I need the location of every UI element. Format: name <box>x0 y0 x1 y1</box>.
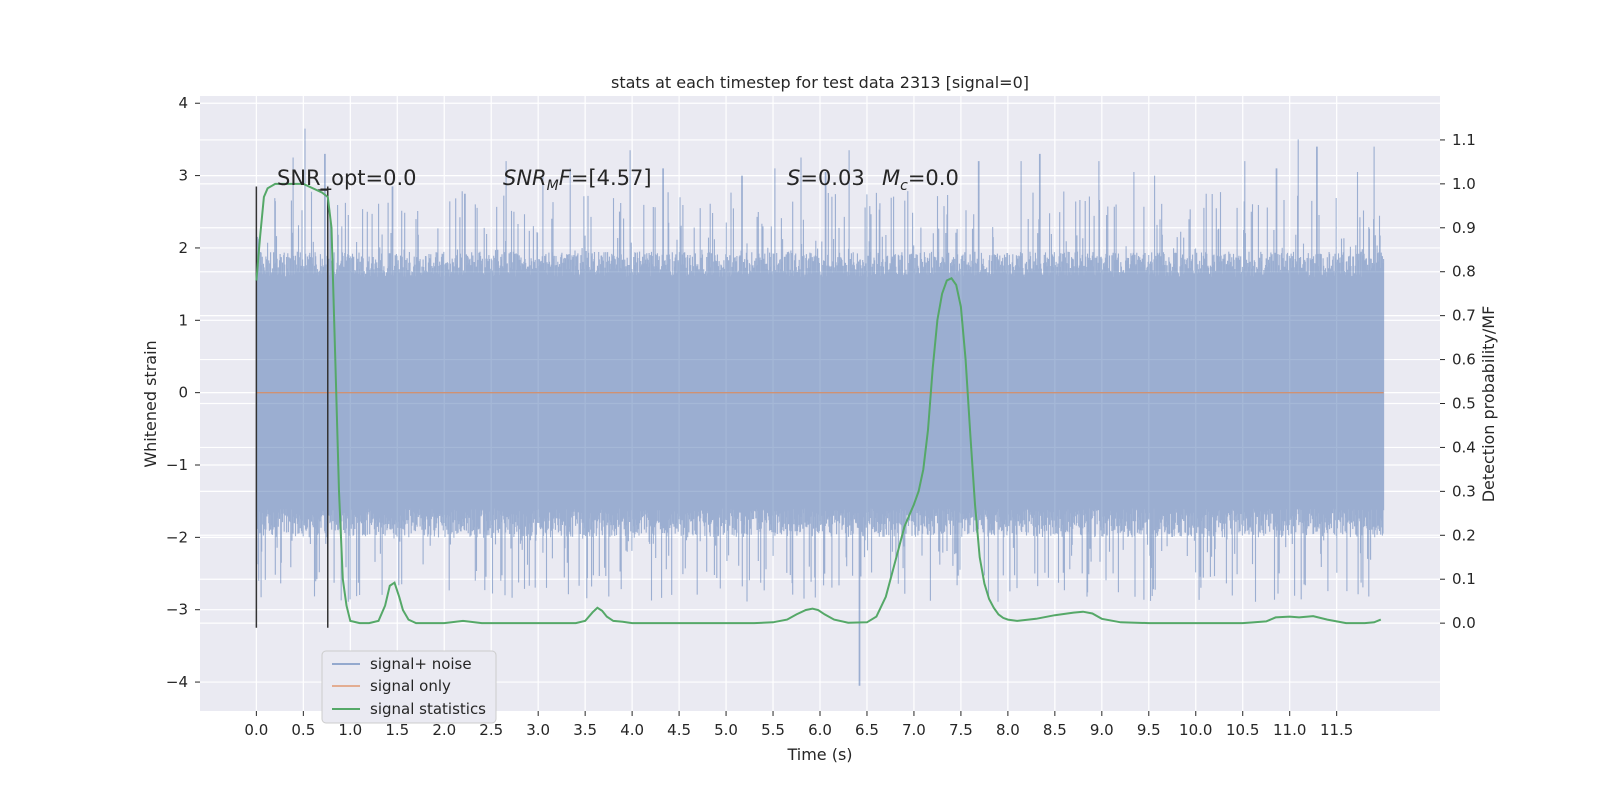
y2-tick-label: 0.1 <box>1452 570 1476 588</box>
x-tick-label: 1.5 <box>385 721 409 739</box>
y2-tick-label: 0.5 <box>1452 395 1476 413</box>
x-axis-label: Time (s) <box>786 745 852 764</box>
y2-tick-label: 0.8 <box>1452 263 1476 281</box>
y2-tick-label: 0.6 <box>1452 351 1476 369</box>
y2-tick-label: 0.4 <box>1452 438 1476 456</box>
snr-mf-subscript: M <box>547 178 559 194</box>
y-tick-label: −3 <box>166 601 188 619</box>
x-tick-label: 10.0 <box>1179 721 1212 739</box>
legend: signal+ noise signal only signal statist… <box>321 650 497 724</box>
x-tick-label: 10.5 <box>1226 721 1259 739</box>
y-tick-label: −4 <box>166 673 188 691</box>
y-tick-label: 3 <box>178 167 188 185</box>
snr-mf-value: =[4.57] <box>571 166 652 190</box>
y-axis-label: Whitened strain <box>141 340 160 467</box>
s-symbol: S <box>787 166 800 190</box>
y2-tick-label: 0.0 <box>1452 614 1476 632</box>
x-tick-label: 5.5 <box>761 721 785 739</box>
snr-mf-symbol: SNR <box>503 166 547 190</box>
y2-axis-label: Detection probability/MF <box>1479 306 1498 503</box>
annotation-snr-mf: SNRMF=[4.57] <box>503 166 652 194</box>
y2-tick-label: 1.0 <box>1452 175 1476 193</box>
x-axis-ticks: 0.0 0.5 1.0 1.5 2.0 2.5 3.0 3.5 4.0 4.5 5.0 5.5 6.0 6… <box>244 711 1353 739</box>
x-tick-label: 0.5 <box>291 721 315 739</box>
legend-box <box>321 650 497 724</box>
y2-tick-label: 0.7 <box>1452 307 1476 325</box>
x-tick-label: 3.0 <box>526 721 550 739</box>
chart-title: stats at each timestep for test data 231… <box>611 73 1029 92</box>
x-tick-label: 5.0 <box>714 721 738 739</box>
mc-value: =0.0 <box>908 166 959 190</box>
y2-axis-ticks: 1.1 1.0 0.9 0.8 0.7 0.6 0.5 0.4 0.3 0.2 0.1 0.0 <box>1440 131 1476 632</box>
y-tick-label: 2 <box>178 239 188 257</box>
window-markers <box>255 186 329 628</box>
snr-mf-f: F <box>559 166 572 190</box>
y2-tick-label: 1.1 <box>1452 131 1476 149</box>
x-tick-label: 9.5 <box>1137 721 1161 739</box>
x-tick-label: 7.5 <box>949 721 973 739</box>
x-tick-label: 2.5 <box>479 721 503 739</box>
y-axis-ticks: 4 3 2 1 0 −1 −2 −3 −4 <box>166 94 200 691</box>
x-tick-label: 3.5 <box>573 721 597 739</box>
x-tick-label: 8.5 <box>1043 721 1067 739</box>
y-tick-label: 1 <box>178 311 188 329</box>
x-tick-label: 11.5 <box>1320 721 1353 739</box>
legend-label-signal-noise: signal+ noise <box>370 655 472 673</box>
legend-label-signal-statistics: signal statistics <box>370 700 486 718</box>
y-tick-label: −1 <box>166 456 188 474</box>
annotation-s: S=0.03 <box>787 166 865 190</box>
series-signal-statistics <box>255 182 1382 625</box>
signal-statistics-line <box>255 182 1382 625</box>
y2-tick-label: 0.9 <box>1452 219 1476 237</box>
x-tick-label: 4.5 <box>667 721 691 739</box>
y-tick-label: −2 <box>166 528 188 546</box>
s-value: =0.03 <box>800 166 864 190</box>
x-tick-label: 6.0 <box>808 721 832 739</box>
x-tick-label: 0.0 <box>244 721 268 739</box>
x-tick-label: 8.0 <box>996 721 1020 739</box>
x-tick-label: 7.0 <box>902 721 926 739</box>
x-tick-label: 6.5 <box>855 721 879 739</box>
x-tick-label: 1.0 <box>338 721 362 739</box>
y2-tick-label: 0.2 <box>1452 526 1476 544</box>
y-tick-label: 0 <box>178 384 188 402</box>
annotation-snr-opt: SNR_opt=0.0 <box>277 166 417 191</box>
mc-symbol: M <box>882 166 900 190</box>
x-tick-label: 9.0 <box>1090 721 1114 739</box>
legend-label-signal-only: signal only <box>370 677 451 695</box>
annotation-mc: Mc=0.0 <box>882 166 959 194</box>
mc-subscript: c <box>900 178 908 194</box>
y2-tick-label: 0.3 <box>1452 482 1476 500</box>
x-tick-label: 4.0 <box>620 721 644 739</box>
y-tick-label: 4 <box>178 94 188 112</box>
x-tick-label: 2.0 <box>432 721 456 739</box>
x-tick-label: 11.0 <box>1273 721 1306 739</box>
